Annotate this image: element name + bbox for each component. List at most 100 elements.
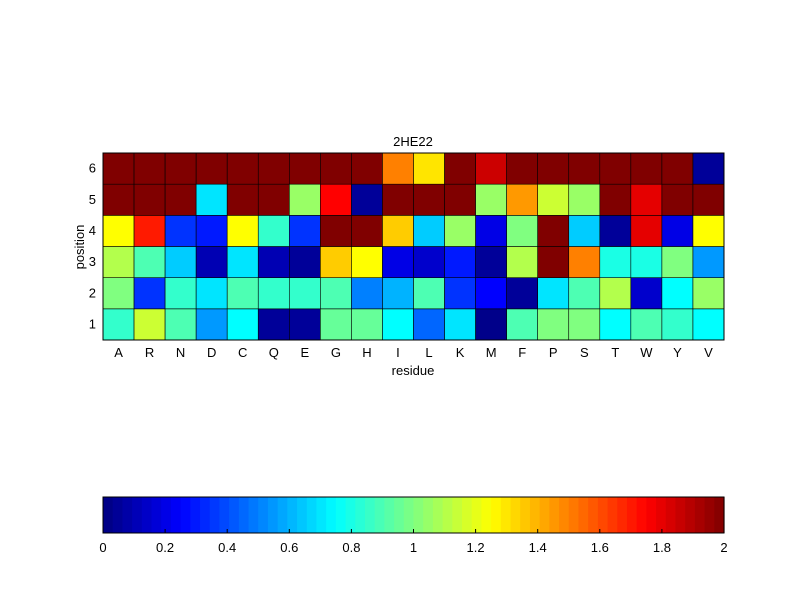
x-tick-label-V: V (704, 345, 713, 360)
heatmap-cell-M-4 (475, 215, 507, 247)
y-tick-label-2: 2 (89, 285, 96, 300)
colorbar-segment (636, 497, 647, 533)
colorbar-segment (510, 497, 521, 533)
heatmap-cell-F-1 (506, 308, 538, 341)
colorbar-segment (704, 497, 715, 533)
heatmap-cell-F-6 (506, 152, 538, 185)
heatmap-cell-H-4 (351, 215, 383, 247)
heatmap-cell-L-3 (413, 246, 445, 278)
heatmap-cell-W-2 (630, 277, 663, 310)
x-tick-label-T: T (611, 345, 619, 360)
colorbar-segment (219, 497, 230, 533)
colorbar-segment (258, 497, 269, 533)
y-tick-label-6: 6 (89, 161, 96, 176)
colorbar-segment (656, 497, 667, 533)
heatmap-cell-K-4 (444, 215, 476, 247)
heatmap-cell-M-1 (475, 308, 507, 341)
colorbar-segment (103, 497, 114, 533)
heatmap-cell-Y-3 (661, 246, 694, 278)
colorbar-segment (714, 497, 725, 533)
x-tick-label-K: K (456, 345, 465, 360)
colorbar-tick-label: 0.4 (218, 540, 236, 555)
heatmap-cell-T-6 (599, 152, 632, 185)
heatmap-cell-M-2 (475, 277, 507, 310)
colorbar-segment (665, 497, 677, 533)
heatmap-cell-H-2 (351, 277, 383, 310)
heatmap-cell-S-1 (568, 308, 601, 341)
x-tick-label-N: N (176, 345, 185, 360)
heatmap-cell-T-2 (599, 277, 632, 310)
colorbar-segment (685, 497, 696, 533)
heatmap-cell-F-2 (506, 277, 538, 310)
heatmap-cell-P-5 (537, 183, 570, 216)
x-tick-label-W: W (640, 345, 653, 360)
heatmap-cell-V-4 (692, 215, 725, 247)
heatmap-cell-W-3 (630, 246, 663, 278)
colorbar-segment (122, 497, 133, 533)
colorbar-segment (462, 497, 473, 533)
heatmap-cell-S-5 (568, 183, 601, 216)
heatmap-cell-Q-2 (257, 277, 290, 310)
heatmap-cell-M-5 (475, 183, 507, 216)
heatmap-cell-D-4 (195, 215, 228, 247)
heatmap-cell-G-2 (320, 277, 352, 310)
colorbar-segment (141, 497, 153, 533)
heatmap-cell-D-1 (195, 308, 228, 341)
x-tick-label-E: E (300, 345, 309, 360)
heatmap-cell-Y-5 (661, 183, 694, 216)
heatmap-cell-R-5 (133, 183, 166, 216)
heatmap-cell-S-3 (568, 246, 601, 278)
colorbar-segment (559, 497, 570, 533)
heatmap-cell-L-6 (413, 152, 445, 185)
heatmap-cell-A-1 (102, 308, 135, 341)
heatmap-cell-I-2 (382, 277, 414, 310)
colorbar-segment (539, 497, 550, 533)
heatmap-cell-R-4 (133, 215, 166, 247)
heatmap-cell-P-3 (537, 246, 570, 278)
heatmap-cell-Y-6 (661, 152, 694, 185)
heatmap-cell-P-2 (537, 277, 570, 310)
colorbar-segment (374, 497, 385, 533)
x-tick-label-Y: Y (673, 345, 682, 360)
colorbar-segment (442, 497, 453, 533)
colorbar-segment (471, 497, 483, 533)
heatmap-cell-E-3 (288, 246, 321, 278)
heatmap-cell-V-5 (692, 183, 725, 216)
heatmap-cell-T-3 (599, 246, 632, 278)
heatmap-cell-V-1 (692, 308, 725, 341)
heatmap-cell-C-1 (226, 308, 259, 341)
colorbar-segment (529, 497, 541, 533)
colorbar-segment (607, 497, 618, 533)
heatmap-cell-W-4 (630, 215, 663, 247)
heatmap-cell-C-4 (226, 215, 259, 247)
colorbar-tick-labels: 0 0.2 0.4 0.6 0.8 1 1.2 1.4 1.6 1.8 2 (99, 529, 728, 555)
heatmap-cell-E-2 (288, 277, 321, 310)
heatmap-cell-P-1 (537, 308, 570, 341)
heatmap-cell-N-3 (164, 246, 197, 278)
heatmap-cell-G-1 (320, 308, 352, 341)
colorbar-tick-label: 1.8 (653, 540, 671, 555)
heatmap-cell-Q-1 (257, 308, 290, 341)
heatmap-cell-P-4 (537, 215, 570, 247)
heatmap-cell-Q-5 (257, 183, 290, 216)
heatmap-cell-W-6 (630, 152, 663, 185)
colorbar-segment (588, 497, 599, 533)
heatmap-cell-I-6 (382, 152, 414, 185)
heatmap-cell-S-2 (568, 277, 601, 310)
colorbar-tick-label: 2 (720, 540, 727, 555)
heatmap-cell-E-5 (288, 183, 321, 216)
colorbar-segment (646, 497, 657, 533)
heatmap-cell-E-1 (288, 308, 321, 341)
heatmap-cell-F-3 (506, 246, 538, 278)
colorbar-segment (200, 497, 211, 533)
heatmap-cell-Q-3 (257, 246, 290, 278)
heatmap-cell-A-3 (102, 246, 135, 278)
colorbar-segment (355, 497, 366, 533)
colorbar-segment (549, 497, 560, 533)
heatmap-cell-M-6 (475, 152, 507, 185)
heatmap-cell-N-1 (164, 308, 197, 341)
heatmap-cell-K-3 (444, 246, 476, 278)
heatmap-cell-Y-2 (661, 277, 694, 310)
heatmap-cell-N-2 (164, 277, 197, 310)
heatmap-cell-G-4 (320, 215, 352, 247)
